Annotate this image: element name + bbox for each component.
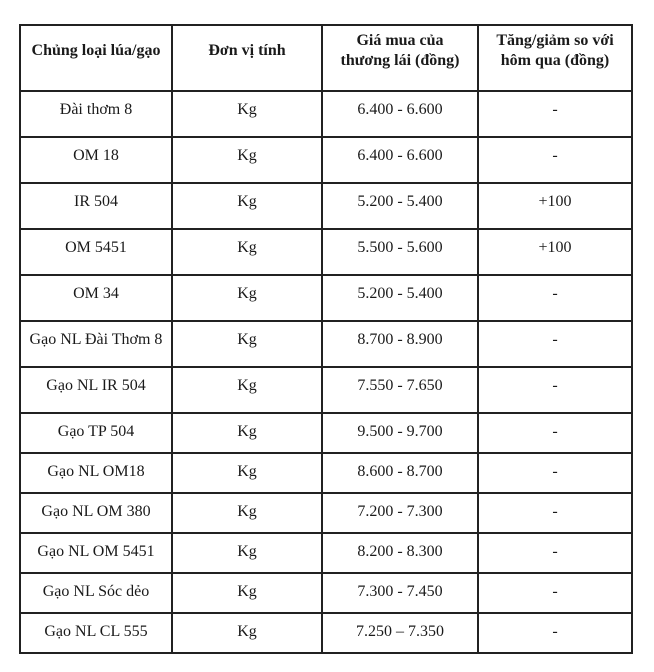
cell-type: Gạo NL OM 5451 [19, 532, 173, 574]
cell-type: OM 5451 [19, 228, 173, 276]
cell-unit: Kg [171, 612, 323, 654]
cell-unit: Kg [171, 492, 323, 534]
header-line: Đơn vị tính [208, 42, 286, 59]
header-cell-price-content: Giá mua của thương lái (đồng) [327, 29, 473, 73]
header-line: hôm qua (đồng) [500, 52, 610, 69]
cell-unit: Kg [171, 274, 323, 322]
cell-unit: Kg [171, 182, 323, 230]
header-cell-unit-content: Đơn vị tính [177, 29, 317, 73]
cell-change: +100 [477, 228, 633, 276]
cell-type: Gạo NL Đài Thơm 8 [19, 320, 173, 368]
cell-price: 8.700 - 8.900 [321, 320, 479, 368]
cell-price: 5.200 - 5.400 [321, 182, 479, 230]
header-line: Giá mua của [356, 32, 444, 49]
table-row: OM 18 Kg 6.400 - 6.600 - [19, 136, 633, 184]
header-cell-price: Giá mua của thương lái (đồng) [321, 24, 479, 92]
table-row: Gạo NL CL 555 Kg 7.250 – 7.350 - [19, 612, 633, 654]
header-cell-change: Tăng/giảm so với hôm qua (đồng) [477, 24, 633, 92]
cell-price: 7.550 - 7.650 [321, 366, 479, 414]
cell-unit: Kg [171, 136, 323, 184]
cell-type: Gạo NL Sóc dẻo [19, 572, 173, 614]
cell-change: - [477, 492, 633, 534]
cell-change: +100 [477, 182, 633, 230]
cell-type: OM 34 [19, 274, 173, 322]
cell-change: - [477, 572, 633, 614]
header-cell-unit: Đơn vị tính [171, 24, 323, 92]
cell-change: - [477, 90, 633, 138]
table-row: Gạo NL Sóc dẻo Kg 7.300 - 7.450 - [19, 572, 633, 614]
table-row: Gạo NL OM18 Kg 8.600 - 8.700 - [19, 452, 633, 494]
cell-price: 7.300 - 7.450 [321, 572, 479, 614]
table-header: Chủng loại lúa/gạo Đơn vị tính Giá mua c… [19, 24, 633, 92]
cell-type: Gạo NL OM18 [19, 452, 173, 494]
cell-change: - [477, 412, 633, 454]
cell-change: - [477, 532, 633, 574]
header-line: thương lái (đồng) [340, 52, 460, 69]
table-body: Đài thơm 8 Kg 6.400 - 6.600 - OM 18 Kg 6… [19, 90, 633, 654]
table-row: Gạo NL OM 5451 Kg 8.200 - 8.300 - [19, 532, 633, 574]
table-row: Gạo NL Đài Thơm 8 Kg 8.700 - 8.900 - [19, 320, 633, 368]
cell-price: 5.200 - 5.400 [321, 274, 479, 322]
cell-type: IR 504 [19, 182, 173, 230]
rice-price-table-container: Chủng loại lúa/gạo Đơn vị tính Giá mua c… [19, 24, 633, 654]
cell-change: - [477, 274, 633, 322]
cell-change: - [477, 136, 633, 184]
cell-unit: Kg [171, 90, 323, 138]
cell-type: Đài thơm 8 [19, 90, 173, 138]
header-cell-type: Chủng loại lúa/gạo [19, 24, 173, 92]
cell-price: 8.200 - 8.300 [321, 532, 479, 574]
cell-price: 5.500 - 5.600 [321, 228, 479, 276]
cell-type: Gạo NL OM 380 [19, 492, 173, 534]
cell-price: 6.400 - 6.600 [321, 136, 479, 184]
table-row: Gạo TP 504 Kg 9.500 - 9.700 - [19, 412, 633, 454]
cell-change: - [477, 452, 633, 494]
rice-price-table: Chủng loại lúa/gạo Đơn vị tính Giá mua c… [19, 24, 633, 654]
cell-change: - [477, 366, 633, 414]
cell-price: 7.250 – 7.350 [321, 612, 479, 654]
cell-price: 7.200 - 7.300 [321, 492, 479, 534]
header-line: Chủng loại lúa/gạo [31, 42, 161, 59]
cell-type: Gạo NL CL 555 [19, 612, 173, 654]
cell-unit: Kg [171, 412, 323, 454]
cell-change: - [477, 612, 633, 654]
cell-unit: Kg [171, 366, 323, 414]
cell-unit: Kg [171, 452, 323, 494]
cell-price: 8.600 - 8.700 [321, 452, 479, 494]
cell-type: Gạo NL IR 504 [19, 366, 173, 414]
cell-unit: Kg [171, 572, 323, 614]
header-line: Tăng/giảm so với [496, 32, 614, 49]
header-cell-type-content: Chủng loại lúa/gạo [25, 29, 167, 73]
table-row: Gạo NL OM 380 Kg 7.200 - 7.300 - [19, 492, 633, 534]
table-row: Đài thơm 8 Kg 6.400 - 6.600 - [19, 90, 633, 138]
cell-price: 9.500 - 9.700 [321, 412, 479, 454]
cell-unit: Kg [171, 320, 323, 368]
cell-unit: Kg [171, 532, 323, 574]
cell-type: OM 18 [19, 136, 173, 184]
table-row: IR 504 Kg 5.200 - 5.400 +100 [19, 182, 633, 230]
cell-unit: Kg [171, 228, 323, 276]
table-row: OM 34 Kg 5.200 - 5.400 - [19, 274, 633, 322]
table-row: OM 5451 Kg 5.500 - 5.600 +100 [19, 228, 633, 276]
cell-type: Gạo TP 504 [19, 412, 173, 454]
cell-price: 6.400 - 6.600 [321, 90, 479, 138]
header-cell-change-content: Tăng/giảm so với hôm qua (đồng) [483, 29, 627, 73]
cell-change: - [477, 320, 633, 368]
table-row: Gạo NL IR 504 Kg 7.550 - 7.650 - [19, 366, 633, 414]
header-row: Chủng loại lúa/gạo Đơn vị tính Giá mua c… [19, 24, 633, 92]
